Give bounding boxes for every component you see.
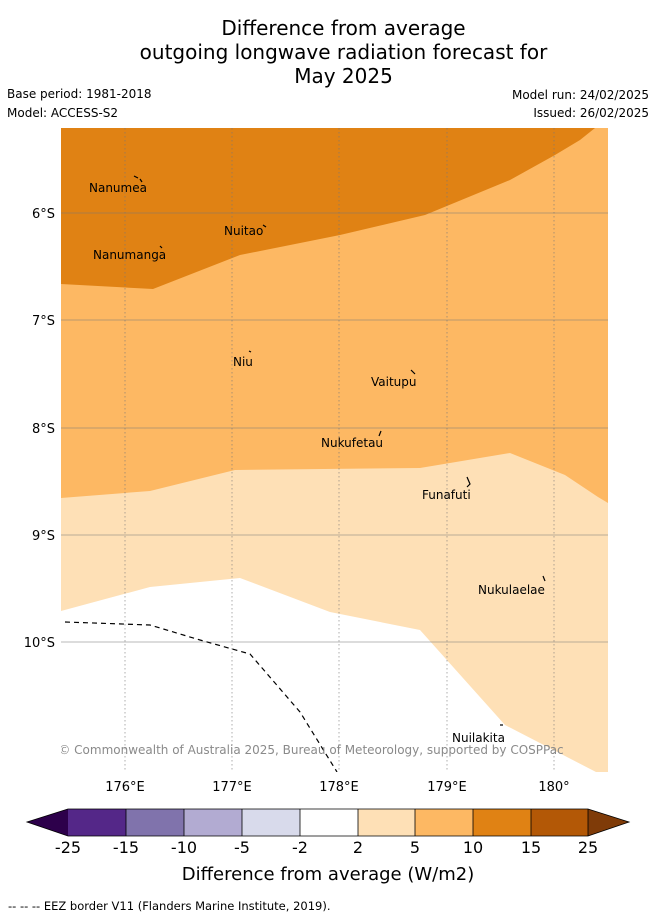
colorbar-tick: -15	[113, 838, 139, 857]
eez-legend-note: -- -- -- EEZ border V11 (Flanders Marine…	[8, 899, 331, 913]
lat-label-10s: 10°S	[24, 636, 55, 651]
lon-label-179e: 179°E	[427, 780, 467, 795]
lat-label-9s: 9°S	[32, 529, 55, 544]
place-label-funafuti: Funafuti	[422, 488, 471, 502]
title-line-3: May 2025	[294, 64, 393, 88]
title-line-2: outgoing longwave radiation forecast for	[139, 40, 548, 64]
graticule	[61, 128, 608, 772]
place-label-nanumanga: Nanumanga	[93, 248, 166, 262]
band-10-to-15	[61, 128, 595, 289]
colorbar-segment	[242, 809, 300, 836]
colorbar-segment	[358, 809, 415, 836]
colorbar-tick: -5	[234, 838, 250, 857]
colorbar-tick: 10	[463, 838, 483, 857]
map-plot-area: Nanumea Nuitao Nanumanga Niu Vaitupu Nuk…	[58, 128, 608, 772]
place-label-nanumea: Nanumea	[89, 181, 147, 195]
base-period: Base period: 1981-2018	[7, 87, 152, 101]
map-title: Difference from average outgoing longwav…	[0, 16, 655, 88]
colorbar-segment	[184, 809, 242, 836]
model-name: Model: ACCESS-S2	[7, 106, 119, 120]
colorbar-extend-low	[27, 809, 68, 836]
colorbar-segment	[300, 809, 358, 836]
copyright-notice: © Commonwealth of Australia 2025, Bureau…	[58, 743, 563, 757]
colorbar-segment	[473, 809, 531, 836]
lon-label-176e: 176°E	[105, 780, 145, 795]
place-label-vaitupu: Vaitupu	[371, 375, 417, 389]
place-label-nukulaelae: Nukulaelae	[478, 583, 545, 597]
place-label-nuilakita: Nuilakita	[452, 731, 505, 745]
issued-date: Issued: 26/02/2025	[533, 106, 649, 120]
colorbar-extend-high	[588, 809, 629, 836]
colorbar-tick: 2	[353, 838, 363, 857]
colorbar: -25 -15 -10 -5 -2 2 5 10 15 25 Differenc…	[25, 808, 631, 885]
place-label-nuitao: Nuitao	[224, 224, 263, 238]
colorbar-tick: 5	[410, 838, 420, 857]
colorbar-segment	[531, 809, 588, 836]
lon-label-177e: 177°E	[212, 780, 252, 795]
colorbar-segment	[68, 809, 126, 836]
title-line-1: Difference from average	[221, 16, 466, 40]
colorbar-segment	[415, 809, 473, 836]
colorbar-tick: -25	[55, 838, 81, 857]
eez-border	[64, 621, 338, 772]
colorbar-tick: -10	[171, 838, 197, 857]
model-run: Model run: 24/02/2025	[511, 88, 649, 102]
colorbar-segment	[126, 809, 184, 836]
lon-label-180: 180°	[538, 780, 569, 795]
colorbar-label: Difference from average (W/m2)	[182, 864, 474, 885]
lat-label-6s: 6°S	[32, 207, 55, 222]
colorbar-tick: 15	[521, 838, 541, 857]
lat-label-7s: 7°S	[32, 314, 55, 329]
colorbar-tick: -2	[292, 838, 308, 857]
colorbar-tick: 25	[578, 838, 598, 857]
place-label-niu: Niu	[233, 355, 253, 369]
lat-label-8s: 8°S	[32, 422, 55, 437]
lon-label-178e: 178°E	[319, 780, 359, 795]
islands	[133, 175, 546, 726]
place-label-nukufetau: Nukufetau	[321, 436, 383, 450]
